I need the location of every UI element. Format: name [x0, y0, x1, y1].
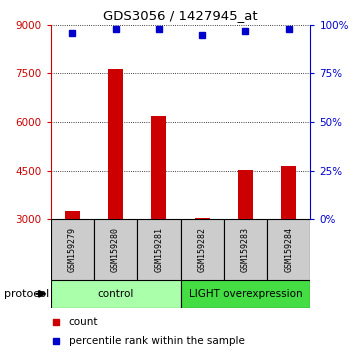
- Bar: [180, 280, 310, 308]
- Text: GSM159279: GSM159279: [68, 227, 77, 272]
- Bar: [51, 280, 180, 308]
- Bar: [137, 219, 180, 280]
- Text: protocol: protocol: [4, 289, 49, 299]
- Text: GSM159281: GSM159281: [155, 227, 163, 272]
- Text: percentile rank within the sample: percentile rank within the sample: [69, 336, 245, 346]
- Bar: [238, 170, 253, 219]
- Text: GSM159284: GSM159284: [284, 227, 293, 272]
- Bar: [151, 116, 166, 219]
- Bar: [51, 219, 94, 280]
- Text: LIGHT overexpression: LIGHT overexpression: [189, 289, 302, 299]
- Text: GSM159283: GSM159283: [241, 227, 250, 272]
- Bar: [180, 219, 224, 280]
- Bar: [94, 219, 137, 280]
- Bar: [195, 218, 210, 219]
- Text: GSM159282: GSM159282: [198, 227, 206, 272]
- Bar: [281, 166, 296, 219]
- Text: count: count: [69, 317, 98, 327]
- Bar: [224, 219, 267, 280]
- Text: control: control: [97, 289, 134, 299]
- Bar: [267, 219, 310, 280]
- Title: GDS3056 / 1427945_at: GDS3056 / 1427945_at: [103, 9, 258, 22]
- Bar: [65, 211, 80, 219]
- Bar: [108, 69, 123, 219]
- Text: GSM159280: GSM159280: [111, 227, 120, 272]
